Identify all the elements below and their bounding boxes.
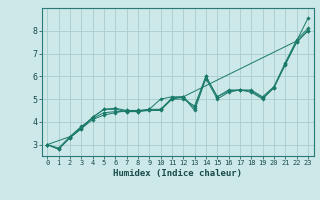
X-axis label: Humidex (Indice chaleur): Humidex (Indice chaleur) [113, 169, 242, 178]
